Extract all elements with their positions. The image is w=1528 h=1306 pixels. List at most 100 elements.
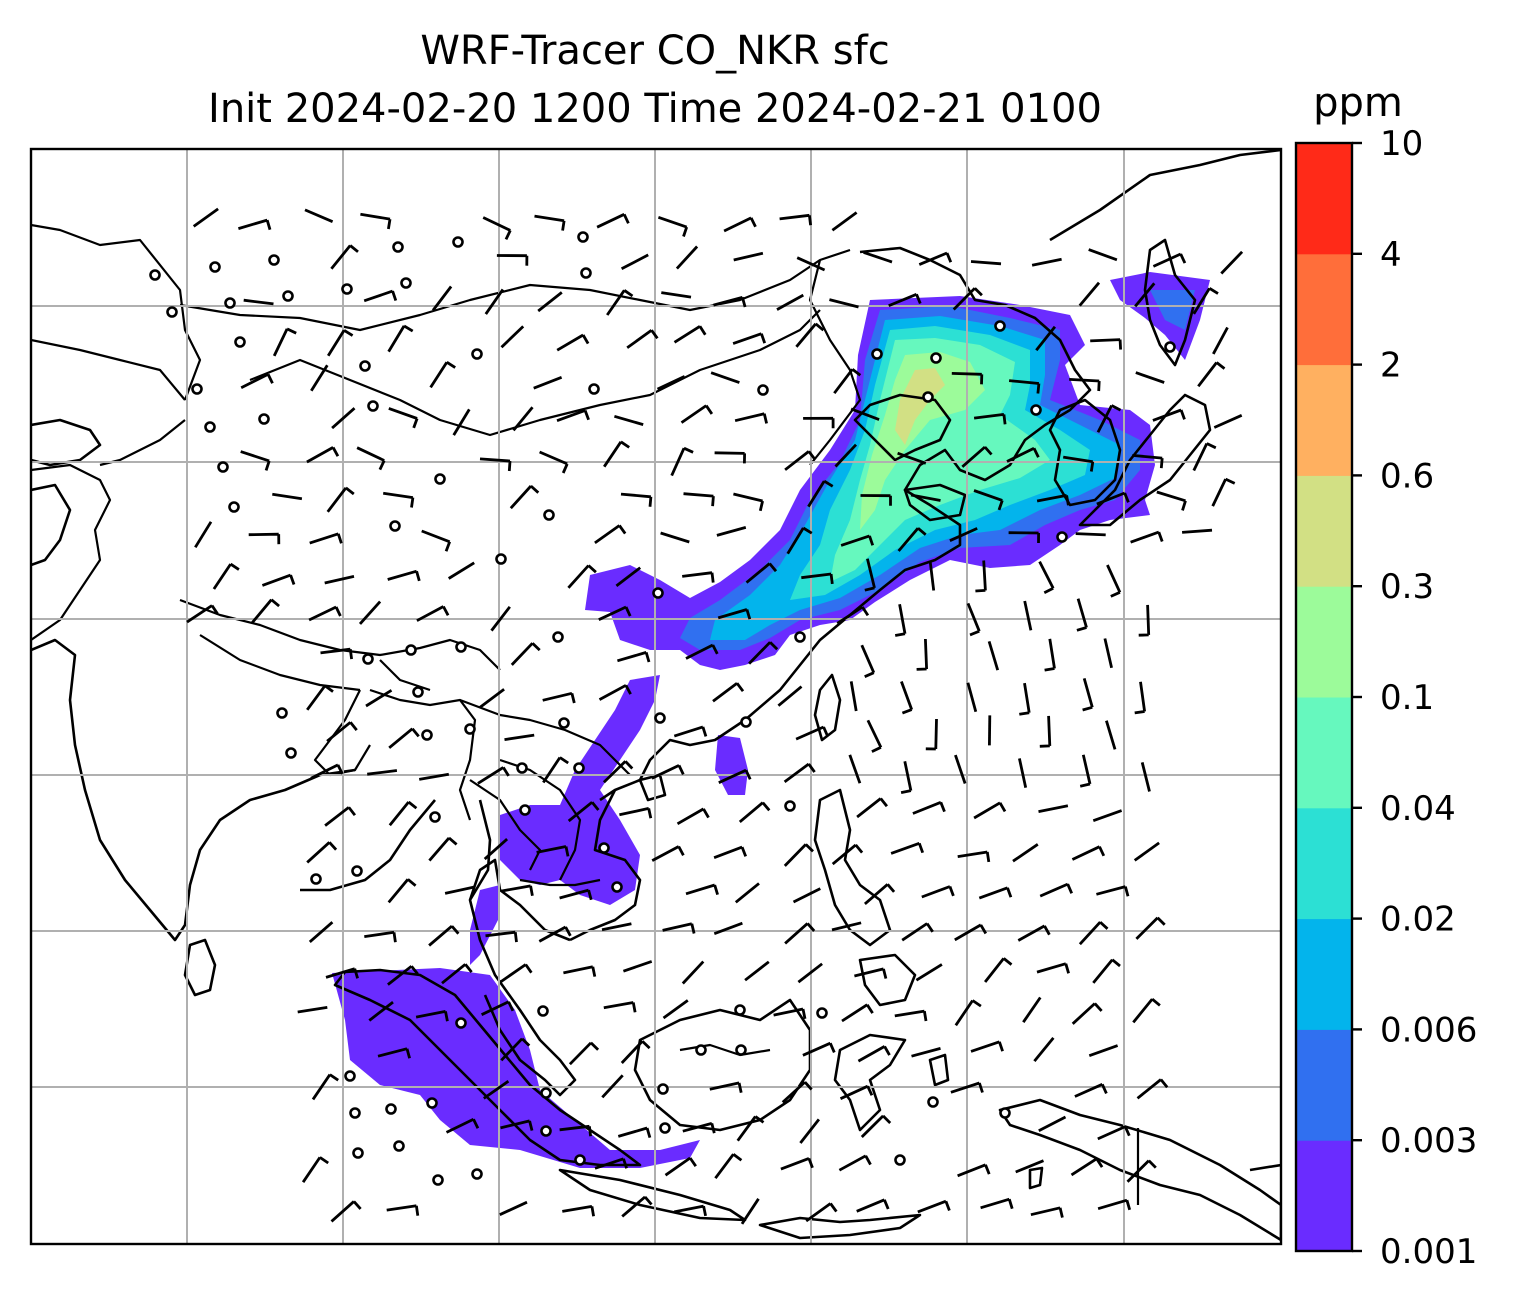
coastline-india-east xyxy=(300,799,436,892)
wind-barb xyxy=(248,532,281,545)
wind-barb xyxy=(1106,564,1122,598)
wind-barb xyxy=(803,416,835,429)
wind-barb xyxy=(714,451,746,464)
wind-barb xyxy=(421,529,452,552)
wind-barb xyxy=(509,484,540,510)
wind-barb xyxy=(364,930,397,943)
wind-barb xyxy=(358,600,382,625)
wind-barb xyxy=(786,526,813,555)
wind-barb xyxy=(682,1122,716,1134)
wind-barb xyxy=(1103,638,1113,669)
wind-barb xyxy=(795,725,829,741)
wind-barb xyxy=(894,603,907,637)
wind-barb xyxy=(1092,809,1123,823)
calm-wind-marker xyxy=(577,231,589,243)
wind-barb xyxy=(306,684,334,711)
calm-wind-marker xyxy=(471,1168,483,1180)
wind-barb xyxy=(365,689,393,708)
wind-barb xyxy=(301,1156,329,1183)
wind-barb xyxy=(620,1040,651,1064)
chart-title-line1: WRF-Tracer CO_NKR sfc xyxy=(420,28,890,74)
wind-barb xyxy=(1197,361,1226,388)
calm-wind-marker xyxy=(268,254,280,266)
gridlines xyxy=(31,149,1281,1244)
wind-barb xyxy=(272,492,303,501)
wind-barb xyxy=(1088,248,1118,262)
wind-barb xyxy=(310,763,344,780)
wind-barb xyxy=(784,922,816,945)
coastline-russia-northeast xyxy=(1049,149,1281,242)
wind-barb xyxy=(620,253,649,271)
wind-barb xyxy=(556,409,590,423)
wind-barb xyxy=(194,521,213,549)
wind-barb xyxy=(444,885,475,895)
wind-barb xyxy=(685,643,719,660)
calm-wind-marker xyxy=(922,391,934,403)
wind-barb xyxy=(1008,531,1040,544)
wind-barb xyxy=(1078,921,1109,946)
wind-barb xyxy=(966,682,978,713)
wind-barb xyxy=(776,293,804,311)
wind-barb xyxy=(386,1204,420,1216)
wind-barb xyxy=(567,801,600,823)
wind-barb xyxy=(1023,600,1033,631)
wind-barb xyxy=(1132,454,1164,469)
wind-barb xyxy=(429,361,456,389)
wind-barb xyxy=(1092,958,1121,984)
wind-barb xyxy=(736,1115,765,1142)
colorbar-swatch xyxy=(1296,1140,1352,1252)
wind-barb xyxy=(829,298,859,309)
wind-barb xyxy=(500,884,534,896)
wind-barb xyxy=(713,845,748,860)
wind-barb xyxy=(500,1037,531,1062)
calm-wind-marker xyxy=(994,320,1006,332)
wind-barb xyxy=(1079,754,1092,788)
wind-barb xyxy=(1152,252,1187,268)
coastline-bohai xyxy=(853,393,952,462)
wind-barb xyxy=(1097,1125,1131,1141)
wind-barb xyxy=(326,721,358,743)
calm-wind-marker xyxy=(999,1107,1011,1119)
calm-wind-marker xyxy=(349,1107,361,1119)
wind-barb xyxy=(428,836,458,862)
wind-barb xyxy=(734,412,768,424)
wind-barb xyxy=(615,566,642,588)
wind-barb xyxy=(477,766,510,785)
calm-wind-marker xyxy=(341,283,353,295)
map-frame xyxy=(29,147,1283,1246)
coastline-malay-peninsula xyxy=(468,799,577,1097)
wind-barb xyxy=(675,245,699,270)
wind-barb xyxy=(1069,378,1101,392)
calm-wind-marker xyxy=(657,1083,669,1095)
wind-barb xyxy=(840,534,875,547)
calm-wind-marker xyxy=(580,267,592,279)
wind-barb xyxy=(1030,1206,1064,1218)
wind-barb xyxy=(1096,885,1130,897)
wind-barb xyxy=(661,291,692,299)
colorbar-tick-label: 0.02 xyxy=(1380,900,1456,940)
calm-wind-marker xyxy=(282,290,294,302)
wind-barb xyxy=(897,527,927,552)
wind-barb xyxy=(805,1202,838,1223)
wind-barb xyxy=(311,1073,339,1101)
wind-barb xyxy=(961,445,993,468)
calm-wind-marker xyxy=(392,241,404,253)
calm-wind-marker xyxy=(432,1174,444,1186)
wind-barb xyxy=(733,251,764,262)
wind-barb xyxy=(306,446,340,464)
wind-barb xyxy=(860,1114,892,1138)
wind-barb xyxy=(781,1081,813,1104)
calm-wind-marker xyxy=(228,501,240,513)
coastline-korea xyxy=(1048,398,1122,507)
coastline-small-islands xyxy=(928,1053,1281,1190)
wind-barb xyxy=(619,807,653,819)
calm-wind-marker xyxy=(598,842,610,854)
wind-barb xyxy=(601,922,632,932)
coastline-shandong xyxy=(903,483,967,522)
wind-barb xyxy=(970,260,1002,266)
wind-barb xyxy=(251,598,280,624)
wind-barb xyxy=(954,754,967,784)
wind-barb xyxy=(911,1047,941,1058)
calm-wind-marker xyxy=(258,413,270,425)
calm-wind-marker xyxy=(426,1097,438,1109)
